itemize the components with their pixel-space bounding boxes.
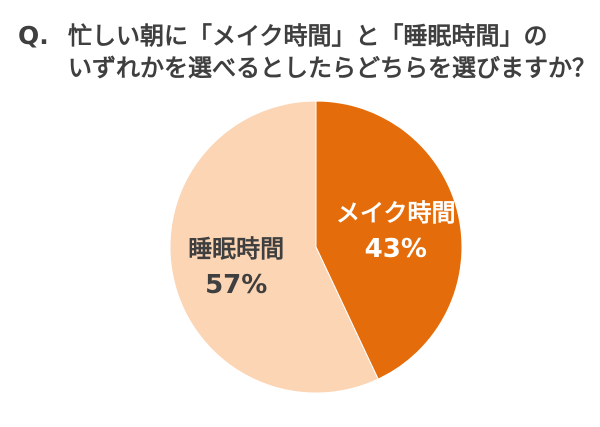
pie-slice-sleep-time [169, 100, 379, 394]
question-text: 忙しい朝に「メイク時間」と「睡眠時間」の いずれかを選べるとしたらどちらを選びま… [68, 20, 596, 84]
slice-value-sleep-time: 57% [205, 270, 267, 300]
question-heading: Q. 忙しい朝に「メイク時間」と「睡眠時間」の いずれかを選べるとしたらどちらを… [18, 20, 596, 84]
pie-labels: メイク時間 43% 睡眠時間 57% [188, 199, 455, 300]
pie-slices [169, 100, 463, 394]
slice-label-sleep-time: 睡眠時間 [188, 235, 284, 263]
slice-value-makeup-time: 43% [365, 234, 427, 264]
question-line-1: 忙しい朝に「メイク時間」と「睡眠時間」の [68, 22, 548, 50]
pie-slice-makeup-time [315, 100, 463, 380]
slice-label-makeup-time: メイク時間 [336, 199, 456, 227]
question-prefix: Q. [18, 21, 49, 50]
question-line-2: いずれかを選べるとしたらどちらを選びますか？ [68, 54, 596, 82]
